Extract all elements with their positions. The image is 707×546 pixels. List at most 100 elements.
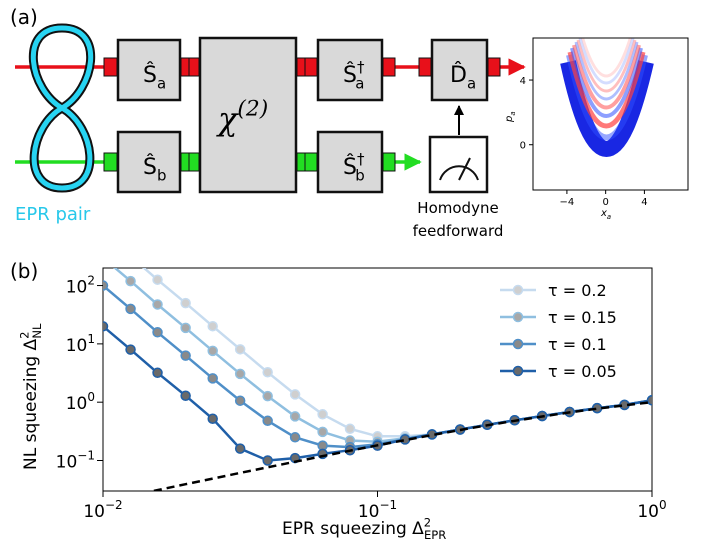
epr-label: EPR pair (15, 204, 91, 225)
tick-exponent: 0 (659, 498, 667, 512)
homodyne-box (428, 135, 489, 194)
point (207, 320, 218, 332)
legend-label: τ = 0.15 (548, 308, 617, 327)
label-sup: † (357, 58, 365, 76)
point (125, 303, 136, 315)
point (207, 345, 218, 357)
point (152, 274, 163, 285)
inset-tick-label: 4 (520, 76, 526, 87)
label-sup: 2 (17, 331, 31, 338)
tick-label: 10−1 (56, 449, 95, 473)
label-main: EPR squeezing Δ (282, 519, 424, 539)
label-sub: a (467, 75, 476, 93)
label: Ŝ† a (343, 58, 365, 93)
tick-exponent: 0 (87, 390, 95, 404)
label-sub: NL (30, 323, 44, 339)
homodyne-label: feedforward (413, 222, 504, 240)
point (103, 280, 109, 291)
label-sub: b (355, 167, 365, 185)
label-main: Ŝ (143, 154, 157, 180)
tick-base: 10 (66, 394, 88, 414)
label: NL squeezing Δ2NL (17, 323, 44, 470)
tick-label: 101 (66, 332, 95, 356)
legend-marker (512, 365, 524, 377)
tick-base: 10 (83, 502, 105, 522)
point (180, 350, 191, 361)
point (646, 394, 652, 406)
label-main: p (504, 116, 515, 123)
box-chi (198, 36, 298, 194)
point (180, 322, 191, 334)
point (289, 432, 301, 443)
point (262, 455, 273, 466)
point (317, 409, 328, 420)
point (262, 415, 273, 427)
point (103, 321, 109, 332)
label-sub: a (607, 213, 611, 221)
tick-label: 100 (66, 390, 95, 414)
point (180, 297, 191, 309)
panel-label: (b) (10, 259, 38, 283)
label-main: Ŝ (143, 62, 157, 88)
label-sub: b (157, 167, 167, 185)
tick-exponent: −2 (105, 498, 123, 512)
tick-exponent: 1 (87, 332, 95, 346)
label-sup: (2) (237, 97, 268, 122)
ports (103, 57, 501, 172)
label-sup: 2 (424, 515, 431, 529)
point (234, 395, 246, 406)
tick-label: 100 (637, 498, 666, 522)
panel-label: (a) (10, 5, 38, 29)
point (180, 390, 191, 401)
point (99, 253, 108, 262)
label-main: χ (216, 100, 239, 138)
label-sub: a (355, 75, 364, 93)
point (125, 344, 136, 355)
label-sub: EPR (424, 528, 446, 542)
tick-base: 10 (66, 278, 88, 298)
label-sub: a (157, 75, 166, 93)
tick-exponent: 2 (87, 274, 95, 288)
tick-exponent: −1 (379, 498, 397, 512)
label-main: NL squeezing Δ (21, 338, 41, 470)
reference-line (147, 400, 652, 491)
point (289, 389, 301, 400)
label-main: x (600, 208, 607, 219)
legend-marker (512, 284, 524, 296)
box-sb-dag (316, 130, 384, 194)
point (344, 423, 356, 435)
point (289, 411, 301, 422)
point (152, 367, 163, 379)
label: D̂a (450, 62, 476, 93)
legend-label: τ = 0.1 (548, 335, 607, 354)
tick-label: 102 (66, 274, 95, 298)
label-main: Ŝ (343, 62, 357, 88)
point (262, 390, 273, 402)
point (399, 434, 411, 445)
point (234, 443, 246, 454)
tick-label: 10−2 (83, 498, 122, 522)
plot-area (99, 253, 652, 491)
box-sa (116, 38, 182, 102)
inset-frame (532, 37, 689, 191)
wigner-image (560, 38, 654, 157)
legend-label: τ = 0.2 (548, 281, 607, 300)
meter (439, 157, 479, 181)
point (125, 275, 136, 287)
legend-marker (512, 311, 524, 323)
homodyne-label: Homodyne (417, 199, 498, 217)
label-sub: a (509, 111, 517, 115)
label: xa (600, 208, 611, 221)
tick-base: 10 (56, 453, 78, 473)
diagram (15, 23, 689, 194)
label: Ŝa (143, 62, 166, 93)
point (262, 367, 273, 378)
tick-base: 10 (66, 336, 88, 356)
tick-base: 10 (358, 502, 380, 522)
label-main: D̂ (450, 62, 467, 88)
tick-exponent: −1 (77, 449, 95, 463)
label: EPR squeezing Δ2 EPR (282, 515, 446, 542)
box-da (430, 38, 489, 102)
point (152, 299, 163, 310)
